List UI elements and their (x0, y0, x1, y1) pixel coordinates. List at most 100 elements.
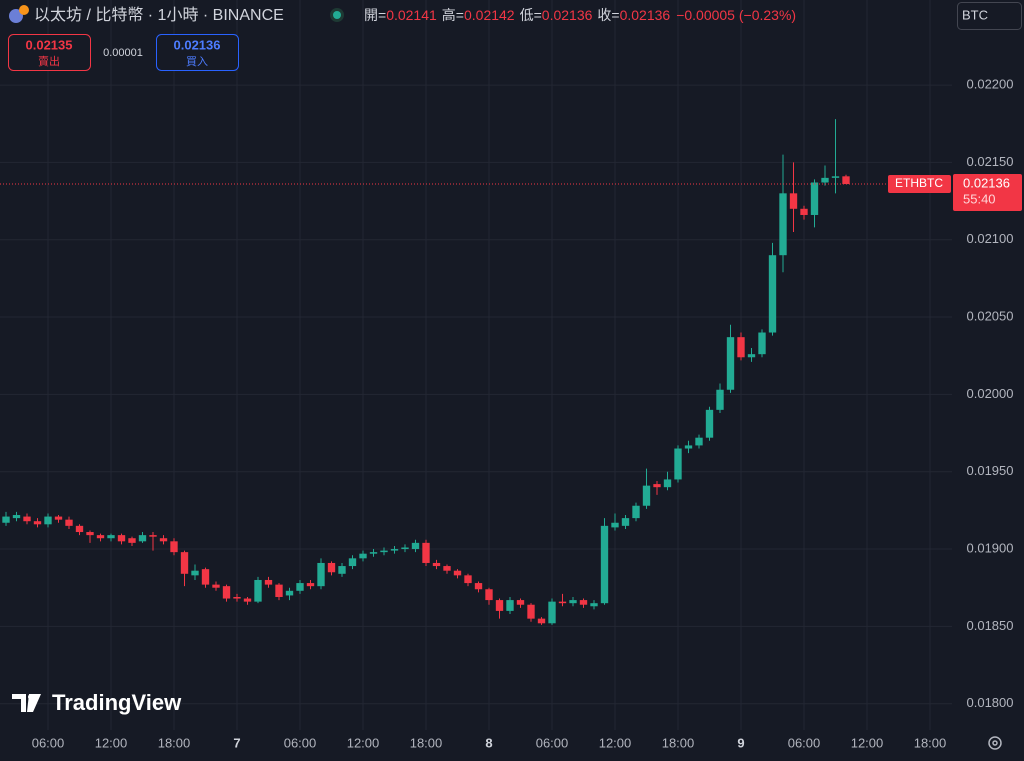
candle-body (23, 516, 31, 522)
candle-body (86, 532, 94, 536)
open-value: 0.02141 (386, 7, 437, 23)
y-tick-label: 0.01950 (967, 463, 1014, 478)
candle-body (317, 562, 325, 587)
candle-body (810, 182, 819, 215)
x-tick-label: 7 (233, 735, 240, 750)
candle-body (222, 586, 231, 599)
logo-icon (12, 694, 41, 712)
candle-body (54, 516, 63, 520)
candle-body (44, 516, 52, 525)
candle-body (411, 542, 420, 550)
x-tick-label: 06:00 (788, 735, 821, 750)
candle-body (432, 562, 441, 567)
candle-body (233, 596, 241, 599)
high-label: 高= (442, 7, 464, 23)
candle-body (579, 600, 588, 605)
candle-body (464, 575, 472, 584)
currency: BTC (962, 7, 988, 22)
y-tick-label: 0.02050 (967, 308, 1014, 323)
candle-body (12, 515, 21, 519)
candle-body (495, 600, 504, 611)
buy-price: 0.02136 (174, 37, 221, 52)
candle-body (611, 522, 619, 528)
candle-body (474, 583, 483, 590)
candle-body (348, 558, 357, 567)
logo: TradingView (52, 690, 182, 715)
candle-body (170, 541, 178, 553)
symbol-title[interactable]: 以太坊 / 比特幣 · 1小時 · BINANCE (34, 6, 284, 24)
candle-body (600, 525, 609, 604)
candle-body (422, 542, 430, 563)
candle-body (653, 484, 661, 488)
candle-body (149, 535, 157, 537)
candle-body (800, 208, 808, 215)
candle-body (264, 579, 273, 585)
candle-body (789, 193, 798, 209)
candle-body (380, 550, 388, 553)
candle-body (306, 583, 315, 587)
close-value: 0.02136 (620, 7, 671, 23)
candle-body (537, 618, 546, 624)
candle-body (705, 409, 714, 438)
y-tick-label: 0.01800 (967, 695, 1014, 710)
y-tick-label: 0.01850 (967, 618, 1014, 633)
candle-body (369, 552, 378, 554)
candle-body (695, 437, 703, 446)
candle-body (243, 598, 252, 602)
candle-body (632, 505, 640, 519)
candle-body (642, 485, 651, 506)
y-tick-label: 0.02100 (967, 231, 1014, 246)
high-value: 0.02142 (464, 7, 515, 23)
candle-body (590, 603, 598, 607)
sell-button[interactable] (8, 34, 91, 71)
ohlc-legend: 開=0.02141 高=0.02142 低=0.02136 收=0.02136 −0.0… (364, 7, 796, 23)
candle-body (285, 590, 294, 596)
x-tick-label: 18:00 (410, 735, 443, 750)
candle-body (296, 583, 304, 591)
change: −0.00005 (−0.23%) (676, 7, 796, 23)
candle-body (254, 579, 262, 602)
candle-body (831, 176, 840, 178)
low-label: 低= (520, 7, 542, 23)
y-tick-label: 0.02150 (967, 154, 1014, 169)
candle-body (338, 566, 346, 574)
x-tick-label: 9 (737, 735, 744, 750)
candle-body (96, 535, 105, 539)
settings-icon[interactable] (988, 736, 1002, 750)
x-tick-label: 12:00 (599, 735, 632, 750)
candle-body (527, 604, 535, 619)
symbol-icon (19, 5, 29, 15)
candle-body (390, 549, 399, 551)
candle-body (842, 176, 850, 185)
symbol-tag-label: ETHBTC (895, 176, 943, 190)
candle-body (821, 177, 829, 183)
x-tick-label: 18:00 (158, 735, 191, 750)
candle-body (684, 445, 693, 449)
x-tick-label: 12:00 (95, 735, 128, 750)
candle-body (33, 521, 42, 525)
y-tick-label: 0.02200 (967, 77, 1014, 92)
candle-body (548, 601, 556, 624)
candle-body (747, 354, 756, 358)
currency-button[interactable] (957, 2, 1022, 30)
candle-body (726, 337, 735, 390)
settings-icon (992, 740, 998, 746)
candle-body (65, 519, 73, 526)
buy-button[interactable] (156, 34, 239, 71)
grid (0, 0, 952, 730)
candle-body (674, 448, 682, 480)
candle-body (212, 584, 220, 588)
candle-body (453, 570, 462, 576)
candles (2, 119, 850, 625)
y-tick-label: 0.01900 (967, 540, 1014, 555)
x-tick-label: 18:00 (662, 735, 695, 750)
candle-body (138, 535, 147, 542)
candle-body (359, 553, 367, 559)
x-tick-label: 06:00 (284, 735, 317, 750)
candle-body (485, 589, 493, 601)
x-tick-label: 12:00 (851, 735, 884, 750)
candle-body (663, 479, 672, 488)
candle-body (327, 562, 336, 573)
